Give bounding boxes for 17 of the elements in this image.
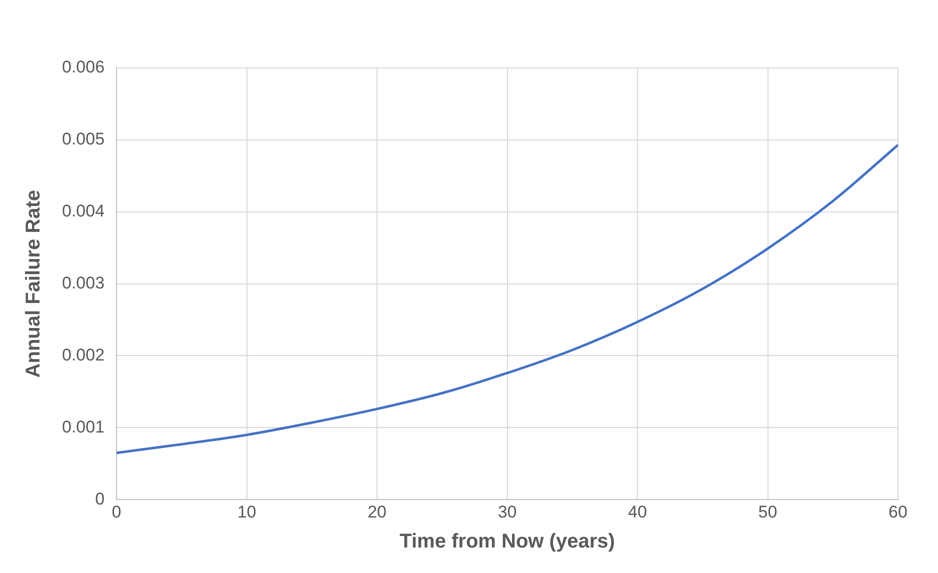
y-axis-title: Annual Failure Rate (22, 190, 45, 378)
y-tick-label: 0.006 (62, 58, 105, 77)
x-tick-label: 60 (888, 502, 908, 522)
x-tick-label: 40 (628, 502, 647, 522)
y-tick-label: 0.002 (62, 345, 105, 364)
x-axis-title: Time from Now (years) (400, 530, 615, 553)
line-series (116, 144, 898, 454)
y-tick-label: 0.005 (62, 130, 105, 149)
x-tick-label: 10 (237, 502, 256, 522)
y-tick-label: 0.004 (62, 202, 105, 221)
x-tick-label: 50 (758, 502, 778, 522)
y-tick-label: 0 (95, 489, 105, 508)
x-tick-label: 20 (368, 502, 386, 522)
x-tick-label: 0 (112, 502, 122, 522)
y-tick-label: 0.003 (62, 273, 105, 292)
x-tick-label: 30 (498, 502, 517, 522)
y-tick-label: 0.001 (62, 417, 105, 436)
